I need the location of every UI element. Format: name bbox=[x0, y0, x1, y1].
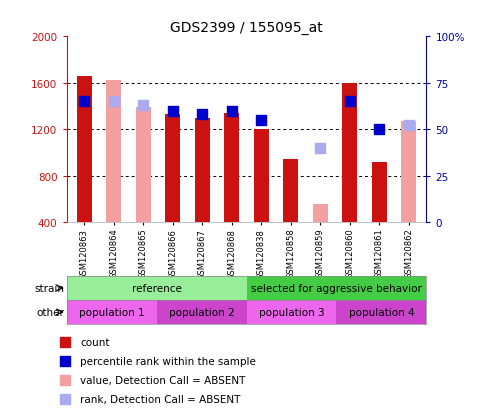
Text: value, Detection Call = ABSENT: value, Detection Call = ABSENT bbox=[80, 375, 246, 385]
Bar bbox=[157, 300, 246, 324]
Point bbox=[198, 112, 206, 119]
Text: population 2: population 2 bbox=[169, 307, 234, 317]
Bar bbox=[165, 115, 180, 223]
Bar bbox=[106, 81, 121, 223]
Bar bbox=[254, 130, 269, 223]
Bar bbox=[342, 83, 357, 223]
Point bbox=[405, 123, 413, 130]
Text: count: count bbox=[80, 337, 110, 347]
Text: population 4: population 4 bbox=[349, 307, 414, 317]
Bar bbox=[136, 108, 151, 223]
Bar bbox=[195, 118, 210, 223]
Bar bbox=[246, 300, 336, 324]
Point bbox=[80, 99, 88, 105]
Point bbox=[110, 99, 118, 105]
Bar bbox=[246, 276, 426, 300]
Point bbox=[61, 358, 69, 364]
Text: selected for aggressive behavior: selected for aggressive behavior bbox=[251, 283, 422, 293]
Point bbox=[140, 102, 147, 109]
Title: GDS2399 / 155095_at: GDS2399 / 155095_at bbox=[170, 21, 323, 35]
Text: strain: strain bbox=[34, 283, 64, 293]
Text: rank, Detection Call = ABSENT: rank, Detection Call = ABSENT bbox=[80, 394, 241, 404]
Point bbox=[317, 145, 324, 152]
Point bbox=[61, 339, 69, 345]
Bar bbox=[224, 114, 239, 223]
Point bbox=[346, 99, 353, 105]
Text: population 1: population 1 bbox=[79, 307, 144, 317]
Text: reference: reference bbox=[132, 283, 181, 293]
Bar bbox=[313, 204, 328, 223]
Text: percentile rank within the sample: percentile rank within the sample bbox=[80, 356, 256, 366]
Bar bbox=[77, 76, 92, 223]
Bar bbox=[67, 276, 246, 300]
Point bbox=[228, 108, 236, 115]
Text: other: other bbox=[36, 307, 64, 317]
Point bbox=[61, 377, 69, 383]
Point bbox=[169, 108, 176, 115]
Bar bbox=[67, 300, 157, 324]
Bar bbox=[372, 162, 387, 223]
Point bbox=[61, 396, 69, 402]
Bar bbox=[283, 160, 298, 223]
Point bbox=[257, 117, 265, 124]
Bar bbox=[336, 300, 426, 324]
Bar bbox=[401, 122, 416, 223]
Text: population 3: population 3 bbox=[259, 307, 324, 317]
Point bbox=[375, 127, 383, 133]
